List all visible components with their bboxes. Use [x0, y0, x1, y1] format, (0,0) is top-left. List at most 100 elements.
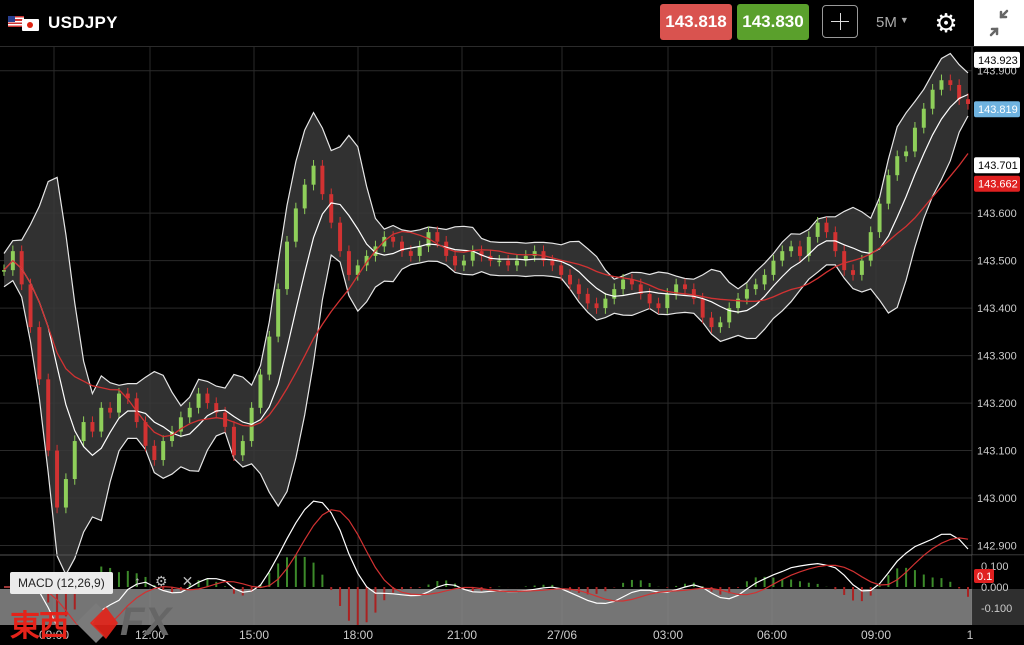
symbol-name: USDJPY: [48, 13, 118, 32]
candle-body: [90, 422, 95, 432]
price-tick-label: 143.100: [977, 446, 1017, 458]
logo-kanji: 東西: [10, 608, 69, 644]
macd-histogram-bar: [347, 587, 350, 621]
price-marker-label: 143.819: [978, 104, 1018, 116]
settings-gear-icon[interactable]: ⚙: [934, 8, 958, 38]
macd-histogram-bar: [798, 581, 801, 587]
candle-body: [479, 251, 484, 256]
time-axis-label: 09:00: [39, 628, 69, 642]
macd-histogram-bar: [294, 555, 297, 587]
price-tick-label: 143.400: [977, 303, 1017, 315]
macd-histogram-bar: [666, 587, 669, 588]
collapse-icon[interactable]: [974, 0, 1024, 46]
chart-canvas[interactable]: 142.900 143.000 143.100 143.200 143.300 143.4…: [0, 47, 1024, 645]
candle-body: [46, 379, 51, 451]
candle-body: [948, 80, 953, 85]
macd-histogram-bar: [604, 587, 607, 592]
candle-body: [700, 298, 705, 318]
price-chart[interactable]: 142.900 143.000 143.100 143.200 143.300 143.4…: [0, 47, 1024, 645]
price-marker-label: 143.923: [978, 55, 1018, 67]
macd-histogram-bar: [197, 580, 200, 587]
macd-histogram-bar: [365, 587, 368, 623]
candle-body: [338, 222, 343, 252]
macd-histogram-bar: [489, 587, 492, 589]
indicator-settings-icon[interactable]: ⚙: [155, 573, 168, 589]
macd-line: [4, 500, 969, 645]
candle-body: [559, 265, 564, 275]
candle-body: [99, 407, 104, 432]
candle-body: [762, 274, 767, 285]
macd-histogram-bar: [232, 587, 235, 594]
logo-fx-text: FX: [120, 600, 172, 644]
candle-body: [585, 293, 590, 304]
macd-histogram-bar: [268, 572, 271, 587]
candle-body: [408, 251, 413, 256]
remove-indicator-icon[interactable]: ✕: [181, 573, 194, 589]
candle-body: [453, 255, 458, 266]
move-up-icon[interactable]: ↑: [134, 573, 141, 589]
buy-price-button[interactable]: 143.830: [737, 4, 809, 40]
price-tick-label: 143.200: [977, 398, 1017, 410]
price-tick-label: 143.000: [977, 493, 1017, 505]
candle-body: [364, 255, 369, 266]
sell-price-button[interactable]: 143.818: [660, 4, 732, 40]
macd-histogram-bar: [418, 587, 421, 588]
candle-body: [638, 284, 643, 294]
time-axis-label: 27/06: [547, 628, 577, 642]
macd-marker-label: 0.1: [977, 571, 992, 583]
time-axis-label: 15:00: [239, 628, 269, 642]
candle-body: [258, 374, 263, 408]
macd-histogram-bar: [843, 587, 846, 595]
macd-histogram-bar: [135, 573, 138, 587]
candle-body: [753, 284, 758, 290]
candle-body: [718, 322, 723, 328]
macd-histogram-bar: [286, 557, 289, 587]
candle-body: [497, 260, 502, 263]
candle-body: [81, 422, 86, 442]
candle-body: [523, 255, 528, 261]
macd-histogram-bar: [772, 577, 775, 587]
macd-histogram-bar: [374, 587, 377, 613]
macd-histogram-bar: [958, 587, 961, 589]
price-axis: 142.900 143.000 143.100 143.200 143.300 143.4…: [971, 47, 1024, 645]
candle-body: [311, 165, 316, 185]
macd-histogram-bar: [303, 556, 306, 587]
caret-down-icon: ▼: [899, 15, 909, 25]
candle-body: [285, 241, 289, 290]
candle-body: [806, 236, 811, 256]
time-axis-label: 18:00: [343, 628, 373, 642]
candle-body: [276, 289, 281, 337]
candle-body: [170, 431, 175, 442]
macd-histogram-bar: [763, 576, 766, 587]
symbol-selector[interactable]: USDJPY: [8, 12, 118, 34]
candle-body: [302, 184, 307, 209]
macd-histogram-bar: [356, 587, 359, 626]
macd-scale-label: 0.000: [981, 582, 1009, 594]
candle-body: [780, 251, 785, 261]
candle-body: [240, 441, 245, 456]
bollinger-bands: [3, 52, 969, 577]
price-marker-box: [974, 175, 1020, 192]
macd-histogram-bar: [745, 581, 748, 587]
crosshair-icon[interactable]: [822, 5, 858, 38]
macd-histogram-bar: [913, 570, 916, 587]
candle-body: [187, 407, 192, 418]
candle-body: [789, 246, 794, 252]
currency-flags: [8, 12, 42, 34]
price-tick-label: 143.900: [977, 66, 1017, 78]
macd-histogram-bar: [781, 579, 784, 587]
candle-body: [205, 393, 210, 404]
macd-indicator-label[interactable]: MACD (12,26,9): [10, 572, 113, 594]
macd-histogram-bar: [922, 574, 925, 587]
macd-histogram-bar: [905, 567, 908, 587]
macd-histogram-bar: [542, 584, 545, 587]
macd-histogram-bar: [117, 572, 120, 587]
candle-body: [108, 407, 113, 413]
candle-body: [576, 284, 581, 294]
macd-histogram-bar: [330, 587, 333, 591]
timeframe-dropdown[interactable]: 5M ▼: [876, 14, 909, 31]
macd-histogram-bar: [754, 577, 757, 587]
macd-histogram-bar: [577, 587, 580, 593]
macd-histogram-bar: [312, 562, 315, 587]
candle-body: [851, 270, 856, 275]
